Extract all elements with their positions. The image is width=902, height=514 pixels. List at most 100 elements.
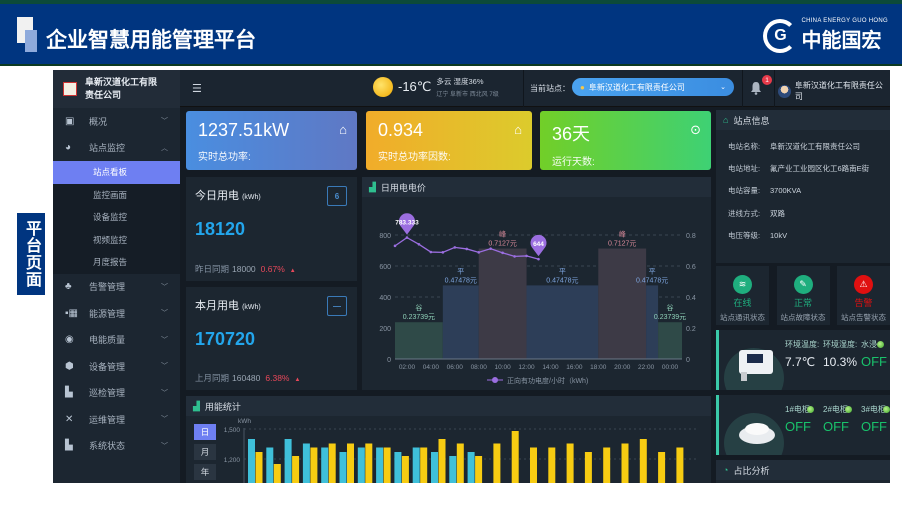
x-tick: 20:00 <box>614 364 631 371</box>
ratio-panel: ◔ 占比分析 <box>716 460 890 483</box>
sidebar: 阜新汉道化工有限责任公司 ▣ 概况 ﹀ ◕ 站点监控 ︿ 站点看板 监控画面 设备监控 视频监控月… <box>53 70 180 483</box>
bar <box>302 443 310 483</box>
sidebar-item-label: 运维管理 <box>89 414 126 425</box>
sidebar-subitem[interactable]: 月度报告 <box>53 251 180 274</box>
data-point <box>429 250 433 254</box>
bar <box>456 443 464 483</box>
chevron-up-icon: ︿ <box>161 144 168 152</box>
wrench-icon: ✎ <box>793 275 813 294</box>
price-label: 0.47478元 <box>636 276 668 284</box>
sidebar-subitem[interactable]: 视频监控 <box>53 228 180 251</box>
sidebar-subitem[interactable]: 站点看板 <box>53 161 180 184</box>
chevron-down-icon: ﹀ <box>161 118 168 126</box>
value: OFF <box>861 419 887 434</box>
site-select-value: 阜新汉道化工有限责任公司 <box>588 82 685 92</box>
sidebar-item-5[interactable]: ⬢ 设备管理 ﹀ <box>53 353 180 380</box>
sidebar-item-1[interactable]: ◕ 站点监控 ︿ <box>53 135 180 162</box>
tab-day[interactable]: 日 <box>194 424 216 440</box>
price-label: 0.23739元 <box>403 313 435 321</box>
info-key: 电站名称: <box>728 141 761 151</box>
cabinet-sensor: 3#电柜: OFF <box>861 404 890 433</box>
nav-list: ▣ 概况 ﹀ ◕ 站点监控 ︿ 站点看板 监控画面 设备监控 视频监控 月度报告 ♣ 告警管理 ﹀ ▪▦ 能源… <box>53 108 180 459</box>
month-value: 170720 <box>195 329 256 349</box>
info-row: 电站容量: 3700KVA <box>716 180 890 202</box>
price-label: 0.47478元 <box>546 276 578 284</box>
bar <box>401 456 409 483</box>
chevron-down-icon: ﹀ <box>161 283 168 291</box>
sidebar-item-6[interactable]: ▙ 巡检管理 ﹀ <box>53 380 180 407</box>
chevron-down-icon: ﹀ <box>161 310 168 318</box>
calendar-icon: 6 <box>327 186 347 206</box>
chevron-down-icon: ﹀ <box>161 416 168 424</box>
panel-header: ⌂ 站点信息 <box>716 110 890 130</box>
value: OFF <box>861 354 887 369</box>
site-info-list: 电站名称: 阜新汉道化工有限责任公司 电站地址: 氟产业工业园区化工6路南E街 电站容量… <box>716 130 890 246</box>
label: 环境温度: <box>785 340 820 349</box>
y-axis-label: kWh <box>238 418 251 425</box>
panel-header: ▟ 用能统计 <box>186 396 711 416</box>
menu-toggle-icon[interactable]: ☰ <box>192 83 202 95</box>
site-label: 当前站点： <box>530 84 570 93</box>
user-name: 阜新汉道化工有限责任公司 <box>794 81 883 101</box>
env-sensor-panel: 环境温度: 7.7℃ 环境湿度: 10.3% 水浸 OFF <box>716 330 890 390</box>
price-bar <box>526 285 599 359</box>
data-point <box>525 254 528 258</box>
monitor-icon: ▣ <box>65 115 75 127</box>
sidebar-item-0[interactable]: ▣ 概况 ﹀ <box>53 108 180 135</box>
marker-pin <box>530 234 547 257</box>
price-bar <box>598 248 647 359</box>
env-humidity: 环境湿度: 10.3% <box>823 339 859 368</box>
sidebar-item-label: 站点监控 <box>89 143 126 154</box>
app-screenshot: 阜新汉道化工有限责任公司 ▣ 概况 ﹀ ◕ 站点监控 ︿ 站点看板 监控画面 设备监控 视频监控月… <box>53 70 890 483</box>
bar <box>248 439 255 483</box>
sidebar-item-label: 告警管理 <box>89 282 126 293</box>
value: OFF <box>823 419 849 434</box>
sidebar-item-7[interactable]: ✕ 运维管理 ﹀ <box>53 406 180 433</box>
energy-icon: ▪▦ <box>65 307 78 319</box>
user-menu[interactable]: 阜新汉道化工有限责任公司 <box>778 80 890 102</box>
status-dot-icon <box>877 341 884 349</box>
bell-icon[interactable] <box>750 81 762 95</box>
data-point <box>501 251 504 255</box>
pie-chart-icon: ◔ <box>723 465 729 475</box>
sidebar-subitem[interactable]: 监控画面 <box>53 183 180 206</box>
info-row: 电压等级: 10kV <box>716 224 890 246</box>
data-point <box>393 244 397 248</box>
x-tick: 06:00 <box>447 364 464 371</box>
y-left-tick: 400 <box>379 295 391 302</box>
bar <box>412 447 420 483</box>
price-name: 平 <box>649 267 656 275</box>
data-point <box>465 247 469 251</box>
price-label: 0.23739元 <box>654 313 686 321</box>
bar <box>530 447 537 483</box>
y-right-tick: 0.2 <box>686 326 696 333</box>
x-tick: 04:00 <box>423 364 440 371</box>
legend-dot <box>492 377 498 383</box>
sidebar-item-3[interactable]: ▪▦ 能源管理 ﹀ <box>53 300 180 327</box>
weather-desc: 多云 湿度36% <box>436 77 484 86</box>
sidebar-item-4[interactable]: ◉ 电能质量 ﹀ <box>53 327 180 354</box>
data-point <box>537 257 540 261</box>
bar <box>273 464 281 483</box>
comparison: 昨日同期 18000 0.67% ▲ <box>195 263 296 275</box>
kpi-value: 0.934 <box>378 120 424 140</box>
data-point <box>513 255 516 258</box>
unit: (kWh) <box>242 194 261 201</box>
marker-pin <box>398 213 415 235</box>
site-info-panel: ⌂ 站点信息 电站名称: 阜新汉道化工有限责任公司 电站地址: 氟产业工业园区化工6路南… <box>716 110 890 263</box>
x-tick: 12:00 <box>518 364 535 371</box>
site-select[interactable]: ● 阜新汉道化工有限责任公司 ⌄ <box>572 78 734 96</box>
value: 7.7℃ <box>785 355 816 369</box>
logo-cn: 中能国宏 <box>801 30 882 52</box>
info-value: 10kV <box>770 230 788 240</box>
bar <box>431 452 438 483</box>
sidebar-subitem[interactable]: 设备监控 <box>53 206 180 229</box>
sidebar-item-8[interactable]: ▙ 系统状态 ﹀ <box>53 433 180 460</box>
tab-year[interactable]: 年 <box>194 464 216 480</box>
sidebar-item-2[interactable]: ♣ 告警管理 ﹀ <box>53 274 180 301</box>
warning-icon: ⚠ <box>854 275 873 294</box>
x-tick: 02:00 <box>399 364 416 371</box>
panel-title: 日用电电价 <box>380 182 426 193</box>
tab-month[interactable]: 月 <box>194 444 216 460</box>
panel-title: 用能统计 <box>204 401 241 412</box>
